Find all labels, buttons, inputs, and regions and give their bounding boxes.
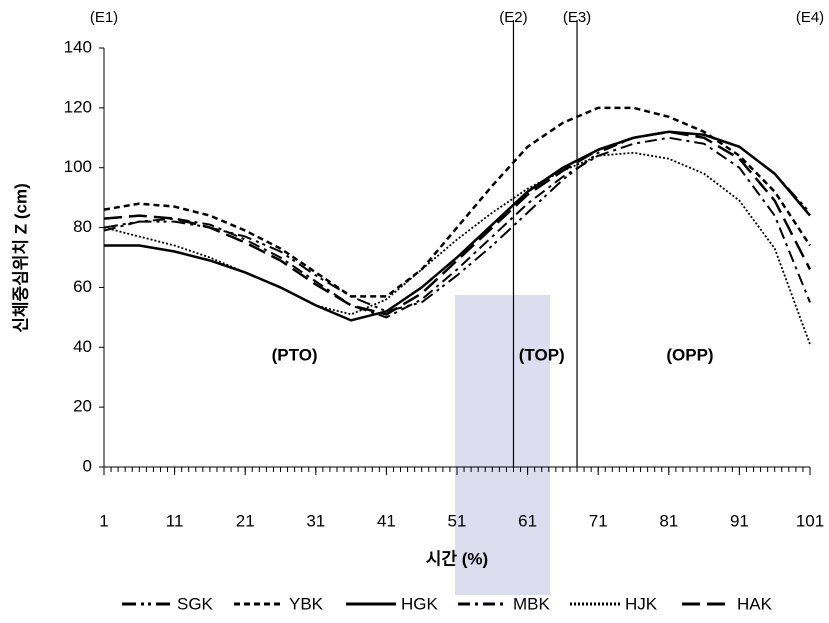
y-tick-label: 0 (83, 456, 92, 475)
phase-label: (TOP) (519, 346, 565, 365)
x-tick-label: 81 (659, 511, 678, 530)
legend-label: MBK (513, 594, 551, 613)
x-tick-label: 91 (730, 511, 749, 530)
x-tick-label: 71 (589, 511, 608, 530)
x-tick-label: 21 (236, 511, 255, 530)
y-tick-label: 120 (64, 97, 92, 116)
y-tick-label: 100 (64, 157, 92, 176)
series-line (103, 130, 812, 316)
phase-label: (PTO) (272, 346, 318, 365)
phase-label: (OPP) (666, 346, 713, 365)
x-tick-label: 31 (306, 511, 325, 530)
series-line (103, 151, 811, 345)
y-tick-label: 80 (73, 217, 92, 236)
event-label: (E2) (499, 9, 527, 26)
event-label: (E3) (563, 9, 591, 26)
series-line (103, 130, 811, 313)
legend-label: HAK (737, 594, 773, 613)
legend-label: YBK (289, 594, 324, 613)
x-tick-label: 101 (796, 511, 824, 530)
event-label: (E1) (90, 9, 118, 26)
legend-label: SGK (177, 594, 214, 613)
series-line (103, 136, 811, 319)
x-tick-label: 41 (377, 511, 396, 530)
y-tick-label: 60 (73, 277, 92, 296)
y-tick-label: 20 (73, 397, 92, 416)
legend-label: HJK (625, 594, 658, 613)
watermark (455, 295, 550, 595)
y-tick-label: 40 (73, 337, 92, 356)
legend-label: HGK (401, 594, 439, 613)
series-line (103, 106, 812, 298)
series-line (104, 130, 811, 322)
x-tick-label: 1 (99, 511, 108, 530)
event-label: (E4) (796, 9, 824, 26)
x-tick-label: 61 (518, 511, 537, 530)
x-axis-title: 시간 (%) (426, 549, 488, 568)
y-tick-label: 140 (64, 37, 92, 56)
x-tick-label: 11 (166, 511, 184, 530)
x-tick-label: 51 (448, 511, 467, 530)
y-axis-title: 신체중심위치 Z (cm) (11, 183, 30, 333)
